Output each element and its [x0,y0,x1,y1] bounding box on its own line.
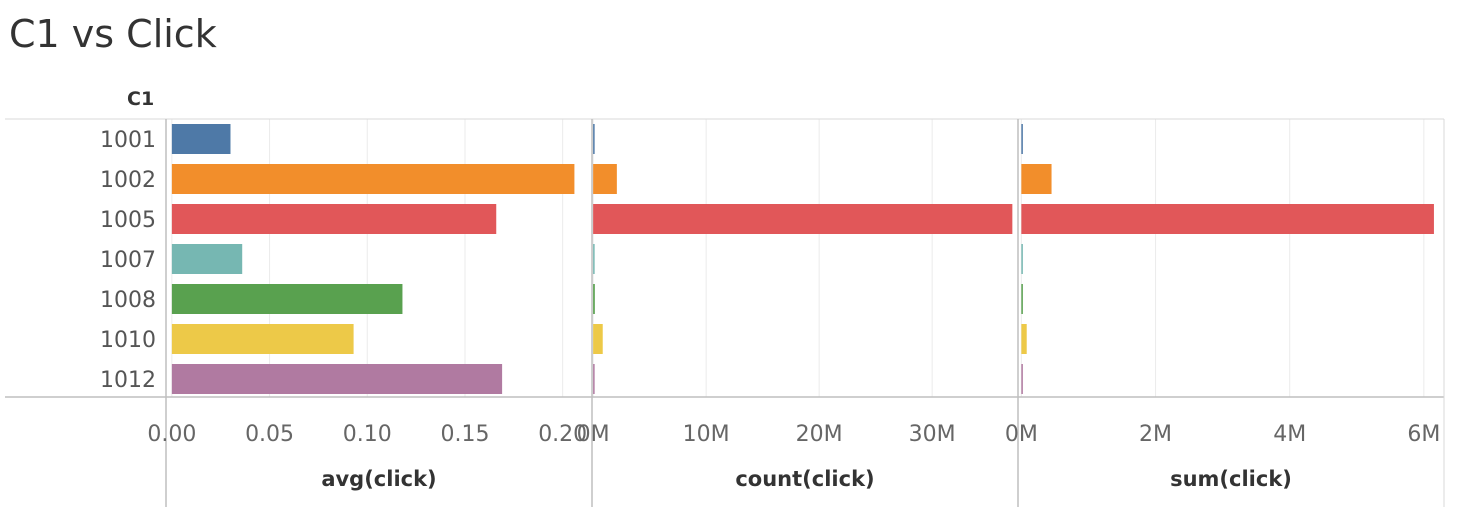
bar-1001 [171,124,231,154]
tick-label: 0M [1005,422,1038,447]
grid-layer [171,119,1425,397]
bar-1012 [171,364,503,394]
bar-1001 [1021,124,1023,154]
bar-1010 [171,324,354,354]
bar-1010 [1021,324,1027,354]
category-label: 1012 [100,368,156,393]
bar-1002 [593,164,617,194]
bar-1008 [171,284,403,314]
tick-label: 10M [683,422,730,447]
axis-title: sum(click) [1170,467,1292,491]
tick-label: 0.05 [245,422,294,447]
tick-label: 2M [1139,422,1172,447]
tick-label: 4M [1273,422,1306,447]
category-label: 1002 [100,168,156,193]
tick-label: 0.15 [440,422,489,447]
tick-label: 0.10 [343,422,392,447]
bar-1002 [171,164,575,194]
bar-1008 [1021,284,1023,314]
tick-label: 0.00 [147,422,196,447]
tick-label: 6M [1407,422,1440,447]
category-label: 1008 [100,288,156,313]
axis-title: avg(click) [321,467,436,491]
bar-1007 [593,244,595,274]
tick-label: 0.20 [538,422,587,447]
bar-1007 [171,244,243,274]
bar-1007 [1021,244,1023,274]
bar-layer [171,124,1434,394]
row-header: C1 [127,88,155,110]
bar-1001 [593,124,595,154]
bar-1012 [593,364,595,394]
category-label: 1010 [100,328,156,353]
axis-title: count(click) [735,467,874,491]
bar-1008 [593,284,595,314]
tick-label: 30M [909,422,956,447]
bar-1002 [1021,164,1052,194]
bar-1005 [1021,204,1434,234]
bar-1010 [593,324,603,354]
tick-label: 20M [796,422,843,447]
label-layer: 1001 1002 1005 1007 1008 1010 1012 0.00 0.05 0.10… [100,128,1440,491]
bar-1005 [171,204,497,234]
chart-title: C1 vs Click [9,12,217,56]
tick-label: 0M [577,422,610,447]
bar-1005 [593,204,1013,234]
category-label: 1005 [100,208,156,233]
category-label: 1001 [100,128,156,153]
bar-1012 [1021,364,1023,394]
frame-layer [5,118,1445,507]
category-label: 1007 [100,248,156,273]
